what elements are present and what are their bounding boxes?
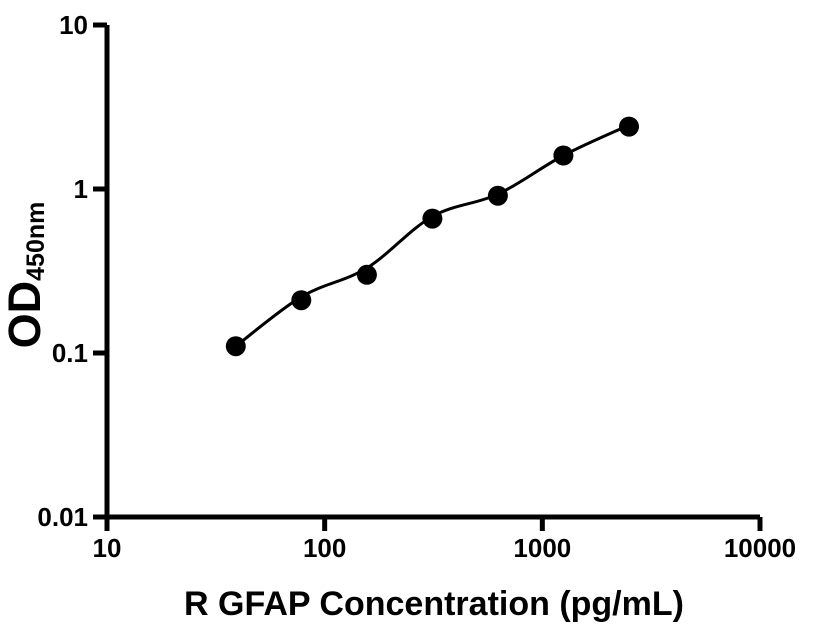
x-axis-title: R GFAP Concentration (pg/mL)	[184, 585, 684, 623]
x-tick-label: 10000	[724, 533, 796, 563]
data-point	[553, 145, 574, 166]
x-tick-label: 10	[93, 533, 122, 563]
data-point	[619, 116, 639, 137]
y-axis-title-sub: 450nm	[22, 202, 50, 281]
data-point	[291, 290, 312, 311]
x-tick-label: 1000	[513, 533, 571, 563]
y-tick-label: 0.01	[37, 502, 88, 532]
data-point	[422, 208, 443, 229]
x-tick-label: 100	[303, 533, 346, 563]
axis-frame	[104, 25, 760, 520]
y-axis-ticks: 0.01 0.1 1 10	[37, 10, 107, 532]
x-axis-ticks: 10 100 1000 10000	[93, 517, 796, 563]
y-axis-title-main: OD	[0, 281, 50, 349]
data-point	[225, 336, 246, 357]
data-point	[487, 185, 508, 206]
y-tick-label: 0.1	[52, 338, 88, 368]
y-tick-label: 1	[74, 174, 88, 204]
data-point	[356, 264, 377, 285]
y-tick-label: 10	[59, 10, 88, 40]
data-series	[225, 116, 639, 357]
y-axis-title: OD450nm	[0, 202, 50, 349]
axis-spines	[104, 25, 760, 520]
